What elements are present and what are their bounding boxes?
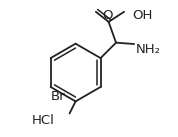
Text: OH: OH (132, 9, 152, 22)
Text: Br: Br (51, 89, 65, 102)
Text: HCl: HCl (31, 114, 54, 127)
Text: NH₂: NH₂ (135, 43, 160, 56)
Text: O: O (102, 9, 112, 22)
